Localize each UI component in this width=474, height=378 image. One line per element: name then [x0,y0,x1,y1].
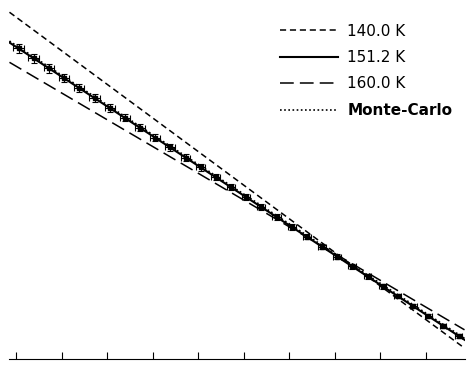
Legend: 140.0 K, 151.2 K, 160.0 K, Monte-Carlo: 140.0 K, 151.2 K, 160.0 K, Monte-Carlo [275,19,457,122]
